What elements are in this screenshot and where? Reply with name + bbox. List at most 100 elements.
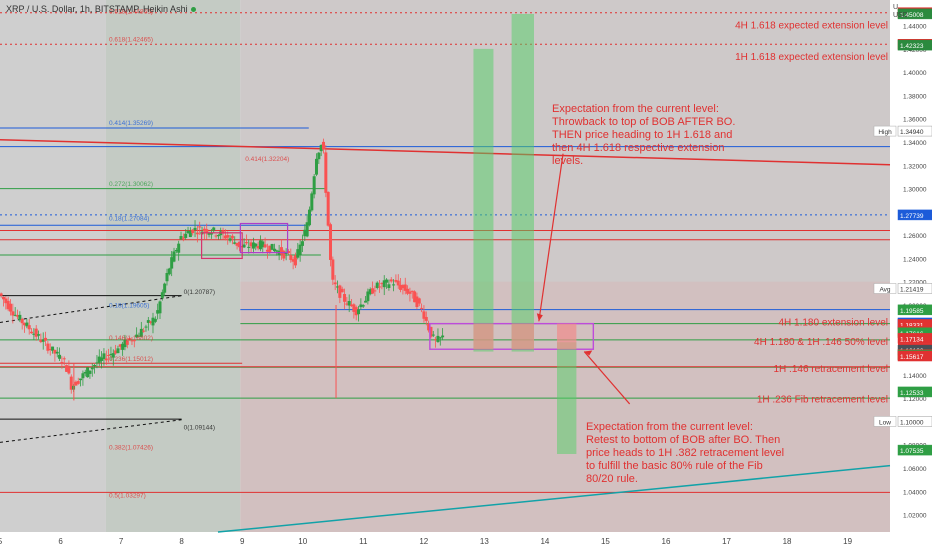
currency-line1: U	[893, 4, 899, 11]
market-status-icon	[190, 7, 196, 13]
candle-body	[6, 300, 10, 310]
candle	[13, 307, 17, 317]
candle	[51, 346, 55, 354]
candle	[109, 346, 113, 361]
candle-body	[436, 335, 440, 342]
candle	[90, 363, 94, 377]
x-tick-label: 10	[298, 537, 307, 546]
candle-body	[361, 305, 365, 307]
candle-body	[420, 307, 424, 309]
candle-body	[51, 346, 55, 351]
candle-body	[221, 230, 225, 234]
candle-body	[48, 348, 52, 350]
candle-body	[11, 311, 15, 316]
fib-level-label: 0(1.20787)	[184, 289, 215, 296]
candle	[177, 240, 181, 261]
price-tag-text: 1.17134	[900, 336, 924, 343]
candle	[151, 312, 155, 334]
annotation-text: price heads to 1H .382 retracement level	[586, 447, 784, 459]
x-tick-label: 18	[783, 537, 792, 546]
candle-body	[307, 209, 311, 226]
price-tag-box	[897, 444, 932, 456]
price-tag-text: 1.07535	[900, 448, 924, 455]
candle	[417, 297, 421, 307]
candle-body	[429, 326, 433, 337]
candle	[76, 377, 80, 385]
candle	[272, 243, 276, 253]
candle-body	[34, 328, 38, 337]
candle	[375, 281, 379, 290]
projection-bob	[511, 323, 534, 350]
candle-body	[396, 280, 400, 286]
fib-level-label: 0.414(1.35269)	[109, 120, 153, 127]
candle	[410, 290, 414, 299]
candle	[422, 305, 426, 323]
price-tag: 1.34940 High	[873, 125, 932, 137]
candle	[378, 279, 382, 293]
x-tick-label: 9	[240, 537, 245, 546]
candle	[160, 289, 164, 301]
candle-body	[214, 235, 218, 237]
candle	[170, 251, 174, 277]
candle	[317, 151, 321, 164]
candle	[114, 344, 118, 355]
fib-level-label: 0(1.09144)	[184, 424, 215, 431]
candle	[293, 252, 297, 268]
candle	[256, 241, 260, 251]
candle	[371, 281, 375, 295]
price-tag-box	[897, 209, 932, 221]
candle-body	[116, 348, 120, 354]
candle-body	[4, 298, 8, 304]
x-tick-label: 7	[119, 537, 124, 546]
side-label-box	[873, 125, 897, 137]
candle	[130, 337, 134, 345]
candle	[331, 256, 335, 286]
candle	[27, 318, 31, 335]
candle	[403, 277, 407, 295]
candle-body	[177, 243, 181, 253]
level-description-label: 4H 1.618 expected extension level	[735, 21, 888, 32]
candle-body	[434, 339, 438, 341]
candle-body	[216, 235, 220, 237]
candle-body	[357, 309, 361, 315]
candle-body	[247, 246, 251, 248]
x-tick-label: 14	[540, 537, 549, 546]
candle	[289, 248, 293, 263]
candle-body	[179, 236, 183, 240]
candle-body	[371, 288, 375, 294]
price-tag-box	[897, 283, 932, 294]
candle	[396, 274, 400, 289]
projection-down	[557, 342, 577, 455]
candle-body	[317, 152, 321, 160]
candle-body	[186, 230, 190, 234]
y-tick-label: 1.42000	[903, 47, 927, 54]
candle	[310, 191, 314, 212]
candle	[16, 309, 20, 319]
candle	[67, 360, 71, 375]
candle	[4, 296, 8, 310]
candle	[191, 228, 195, 236]
y-tick-label: 1.14000	[903, 373, 927, 380]
candle	[424, 311, 428, 326]
currency-label: U USD	[893, 4, 908, 20]
level-description-label: 1H 1.618 expected extension level	[735, 52, 888, 63]
candle-body	[343, 293, 347, 302]
fib-level-label: 0.146(1.16802)	[109, 335, 153, 342]
candle	[373, 285, 377, 297]
candle-body	[319, 144, 323, 152]
candle	[336, 280, 340, 294]
candle-body	[163, 283, 167, 293]
y-tick-label: 1.04000	[903, 489, 927, 496]
candle-body	[340, 288, 344, 293]
candle	[116, 345, 120, 354]
annotation-text: levels.	[552, 155, 583, 167]
candle-body	[139, 328, 143, 337]
candle	[361, 304, 365, 309]
candle-body	[202, 228, 206, 232]
candle	[284, 248, 288, 261]
x-tick-label: 17	[722, 537, 731, 546]
candle	[441, 328, 445, 341]
candle-body	[32, 333, 36, 335]
candle-body	[286, 250, 290, 254]
